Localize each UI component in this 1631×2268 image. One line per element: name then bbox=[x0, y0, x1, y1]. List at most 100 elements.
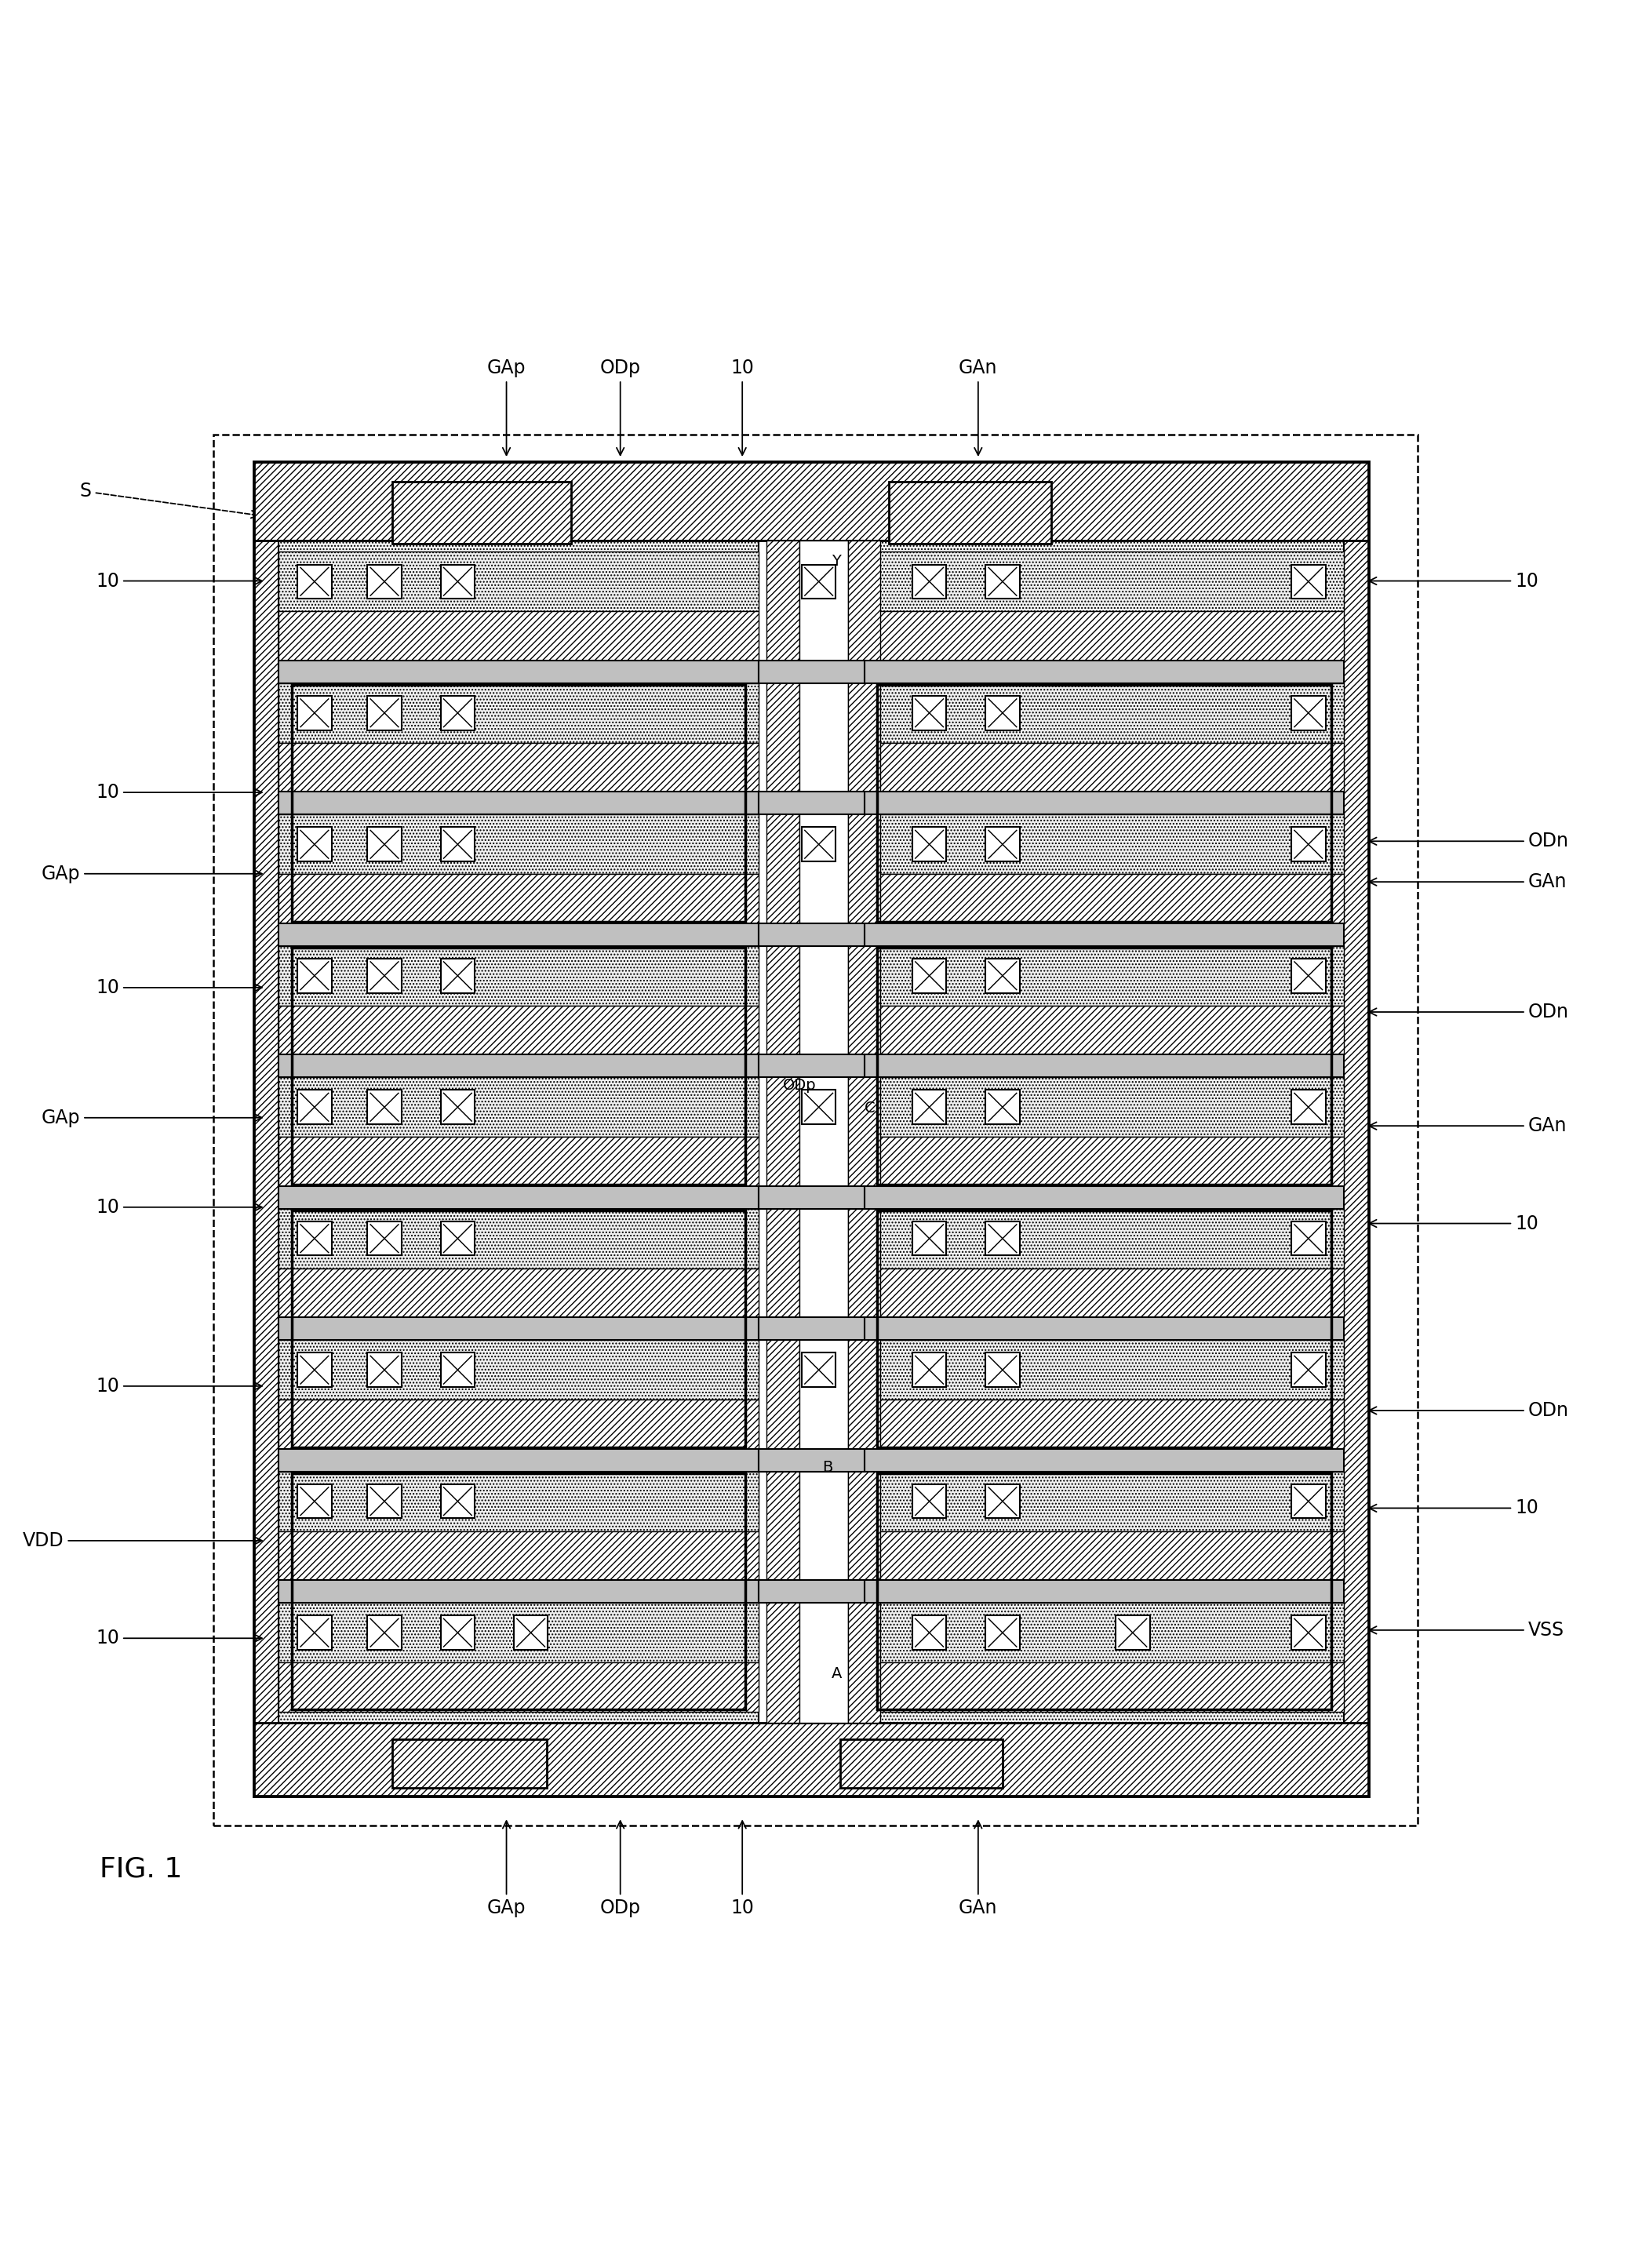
Bar bbox=[864, 873, 1344, 923]
Bar bbox=[758, 923, 864, 946]
Text: 10: 10 bbox=[731, 1821, 754, 1916]
Bar bbox=[279, 873, 758, 923]
Bar bbox=[279, 744, 758, 792]
Bar bbox=[864, 1581, 1344, 1603]
Bar bbox=[292, 1472, 745, 1710]
Bar bbox=[758, 463, 864, 1796]
Bar bbox=[802, 1352, 835, 1388]
Bar bbox=[985, 1352, 1019, 1388]
Bar bbox=[889, 481, 1052, 544]
Bar bbox=[864, 683, 1344, 744]
Bar bbox=[279, 1603, 758, 1662]
Bar bbox=[802, 828, 835, 862]
Bar bbox=[292, 1211, 745, 1447]
Bar bbox=[367, 1352, 401, 1388]
Text: 10: 10 bbox=[731, 358, 754, 456]
Bar bbox=[864, 481, 1344, 1776]
Bar bbox=[864, 1340, 1344, 1399]
Bar bbox=[877, 1211, 1331, 1447]
Text: 10: 10 bbox=[96, 572, 263, 590]
Bar bbox=[912, 1352, 946, 1388]
Bar bbox=[367, 828, 401, 862]
Bar bbox=[367, 696, 401, 730]
Text: 10: 10 bbox=[1368, 1499, 1538, 1517]
Text: B: B bbox=[822, 1461, 832, 1474]
Bar bbox=[440, 1091, 475, 1125]
Bar bbox=[1292, 1352, 1326, 1388]
Bar bbox=[912, 696, 946, 730]
Bar bbox=[912, 1222, 946, 1256]
Bar bbox=[297, 1222, 331, 1256]
Bar bbox=[864, 1077, 1344, 1136]
Bar bbox=[848, 540, 881, 1724]
Bar bbox=[254, 463, 1368, 1796]
Bar bbox=[864, 1449, 1344, 1472]
Bar bbox=[864, 1399, 1344, 1449]
Bar bbox=[864, 1472, 1344, 1531]
Bar bbox=[864, 551, 1344, 612]
Bar bbox=[912, 959, 946, 993]
Bar bbox=[1292, 828, 1326, 862]
Bar bbox=[514, 1615, 548, 1649]
Bar bbox=[279, 660, 758, 683]
Text: 10: 10 bbox=[96, 978, 263, 998]
Text: FIG. 1: FIG. 1 bbox=[99, 1855, 183, 1882]
Bar bbox=[985, 959, 1019, 993]
Bar bbox=[279, 814, 758, 873]
Text: GAn: GAn bbox=[1368, 1116, 1567, 1136]
Bar bbox=[279, 1209, 758, 1268]
Bar bbox=[1292, 1091, 1326, 1125]
Bar bbox=[214, 435, 1417, 1826]
Bar bbox=[279, 1340, 758, 1399]
Bar bbox=[864, 612, 1344, 660]
Bar bbox=[1292, 1222, 1326, 1256]
Text: GAp: GAp bbox=[41, 864, 263, 882]
Bar bbox=[758, 1055, 864, 1077]
Bar bbox=[279, 792, 758, 814]
Bar bbox=[864, 1268, 1344, 1318]
Text: ODp: ODp bbox=[600, 358, 641, 456]
Bar bbox=[912, 1615, 946, 1649]
Bar bbox=[758, 1318, 864, 1340]
Text: 10: 10 bbox=[96, 1628, 263, 1647]
Bar bbox=[864, 923, 1344, 946]
Bar bbox=[440, 1615, 475, 1649]
Bar bbox=[864, 814, 1344, 873]
Bar bbox=[254, 463, 1368, 540]
Bar bbox=[367, 1091, 401, 1125]
Bar bbox=[279, 1531, 758, 1581]
Bar bbox=[440, 959, 475, 993]
Bar bbox=[985, 1483, 1019, 1517]
Text: Y: Y bbox=[832, 553, 842, 569]
Bar bbox=[758, 1186, 864, 1209]
Bar bbox=[279, 1399, 758, 1449]
Bar bbox=[440, 565, 475, 599]
Bar bbox=[985, 565, 1019, 599]
Bar bbox=[279, 1186, 758, 1209]
Bar bbox=[1116, 1615, 1150, 1649]
Bar bbox=[985, 1091, 1019, 1125]
Bar bbox=[1292, 565, 1326, 599]
Bar bbox=[367, 1222, 401, 1256]
Bar bbox=[985, 696, 1019, 730]
Text: GAp: GAp bbox=[488, 1821, 525, 1916]
Text: GAn: GAn bbox=[959, 358, 998, 456]
Text: S: S bbox=[80, 483, 259, 517]
Bar bbox=[367, 565, 401, 599]
Bar bbox=[393, 1740, 546, 1787]
Bar bbox=[279, 1077, 758, 1136]
Bar bbox=[297, 959, 331, 993]
Text: C: C bbox=[864, 1100, 874, 1116]
Bar bbox=[985, 1222, 1019, 1256]
Bar bbox=[367, 1483, 401, 1517]
Bar bbox=[864, 1209, 1344, 1268]
Text: 10: 10 bbox=[96, 1198, 263, 1216]
Bar bbox=[912, 1483, 946, 1517]
Bar bbox=[297, 1615, 331, 1649]
Bar bbox=[877, 1472, 1331, 1710]
Bar bbox=[297, 1091, 331, 1125]
Bar bbox=[279, 1318, 758, 1340]
Text: 10: 10 bbox=[1368, 1213, 1538, 1234]
Bar bbox=[440, 1352, 475, 1388]
Bar bbox=[254, 463, 1368, 1796]
